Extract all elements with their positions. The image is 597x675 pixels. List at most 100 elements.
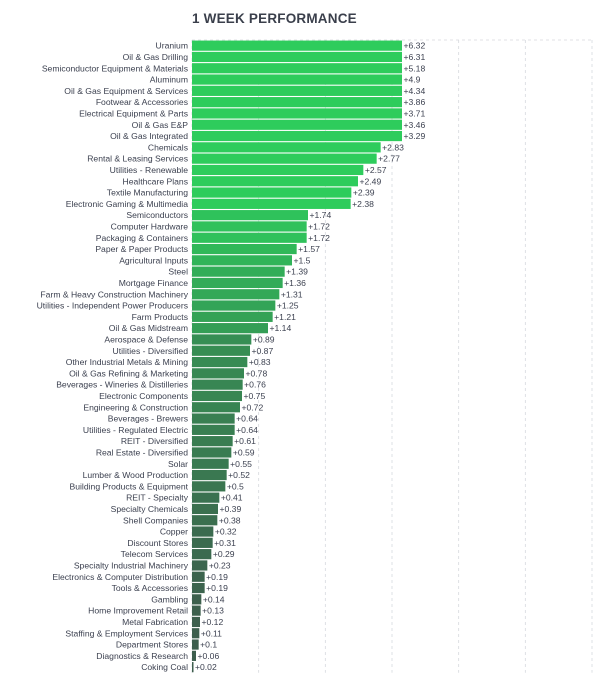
category-label: Footwear & Accessories (96, 97, 188, 107)
bar (192, 537, 213, 548)
value-label: +4.9 (404, 75, 421, 85)
category-label: Electronics & Computer Distribution (52, 572, 188, 582)
value-label: +0.41 (221, 493, 243, 503)
value-label: +6.32 (404, 41, 426, 51)
bar (192, 402, 240, 413)
category-label: Oil & Gas Integrated (110, 131, 188, 141)
value-label: +0.32 (215, 527, 237, 537)
bar (192, 628, 200, 639)
bar (192, 368, 244, 379)
bar (192, 616, 200, 628)
bar (192, 97, 402, 108)
category-label: Staffing & Employment Services (65, 628, 188, 638)
category-label: Metal Fabrication (122, 617, 188, 627)
category-label: Agricultural Inputs (119, 255, 188, 265)
bar (192, 526, 214, 537)
bar (192, 662, 194, 673)
category-label: Building Products & Equipment (70, 481, 189, 491)
bar (192, 594, 202, 605)
bar (192, 187, 352, 198)
value-label: +2.83 (382, 142, 404, 152)
category-label: Healthcare Plans (123, 176, 188, 186)
bar (192, 232, 307, 243)
value-label: +6.31 (404, 52, 426, 62)
category-label: Discount Stores (127, 538, 188, 548)
value-label: +0.19 (206, 583, 228, 593)
bar (192, 142, 381, 153)
value-label: +0.1 (200, 640, 217, 650)
value-label: +1.74 (310, 210, 332, 220)
category-label: Oil & Gas Drilling (123, 52, 189, 62)
value-label: +1.14 (270, 323, 292, 333)
value-label: +1.72 (308, 221, 330, 231)
value-label: +1.5 (294, 255, 311, 265)
value-label: +0.29 (213, 549, 235, 559)
bar (192, 503, 218, 515)
bar (192, 221, 307, 232)
value-label: +5.18 (404, 63, 426, 73)
value-label: +0.06 (198, 651, 220, 661)
bar (192, 164, 364, 176)
bar (192, 379, 243, 390)
value-label: +0.89 (253, 334, 275, 344)
value-label: +2.57 (365, 165, 387, 175)
value-label: +3.46 (404, 120, 426, 130)
bar (192, 255, 292, 266)
category-label: Department Stores (116, 640, 188, 650)
category-label: Mortgage Finance (119, 278, 188, 288)
value-label: +2.39 (353, 188, 375, 198)
bars (192, 40, 402, 673)
bar (192, 650, 196, 661)
bar (192, 277, 283, 289)
bar (192, 323, 268, 334)
value-label: +0.55 (230, 459, 252, 469)
value-label: +0.64 (236, 425, 258, 435)
bar (192, 639, 199, 650)
bar (192, 469, 227, 481)
value-label: +0.5 (227, 481, 244, 491)
value-label: +0.02 (195, 662, 217, 672)
bar (192, 198, 351, 209)
bar (192, 176, 358, 187)
category-label: Diagnostics & Research (96, 651, 188, 661)
category-label: Specialty Industrial Machinery (74, 560, 189, 570)
value-label: +3.86 (404, 97, 426, 107)
category-label: Lumber & Wood Production (83, 470, 189, 480)
bar (192, 515, 218, 526)
category-label: Utilities - Independent Power Producers (37, 301, 188, 311)
category-label: Computer Hardware (111, 221, 189, 231)
bar (192, 549, 212, 560)
bar (192, 266, 285, 277)
bar (192, 108, 402, 119)
category-label: Shell Companies (123, 515, 188, 525)
value-labels: +6.32+6.31+5.18+4.9+4.34+3.86+3.71+3.46+… (195, 41, 425, 673)
category-label: Oil & Gas Equipment & Services (64, 86, 188, 96)
value-label: +3.71 (404, 108, 426, 118)
bar (192, 85, 402, 96)
bar (192, 413, 235, 424)
value-label: +1.57 (298, 244, 320, 254)
category-label: Tools & Accessories (112, 583, 188, 593)
bar (192, 334, 252, 345)
value-label: +1.25 (277, 301, 299, 311)
category-label: Solar (168, 459, 188, 469)
bar (192, 63, 402, 74)
category-label: Telecom Services (121, 549, 188, 559)
category-label: Engineering & Construction (83, 402, 188, 412)
bar (192, 447, 232, 458)
category-label: Home Improvement Retail (88, 606, 188, 616)
value-label: +2.77 (378, 154, 400, 164)
bar (192, 390, 242, 402)
value-label: +0.78 (246, 368, 268, 378)
bar (192, 40, 402, 51)
value-label: +1.21 (274, 312, 296, 322)
value-label: +0.76 (244, 380, 266, 390)
chart-title: 1 WEEK PERFORMANCE (192, 11, 357, 26)
category-label: Paper & Paper Products (95, 244, 188, 254)
category-label: Oil & Gas Midstream (109, 323, 188, 333)
bar (192, 289, 280, 300)
bar (192, 582, 205, 594)
category-label: Beverages - Wineries & Distilleries (56, 380, 188, 390)
